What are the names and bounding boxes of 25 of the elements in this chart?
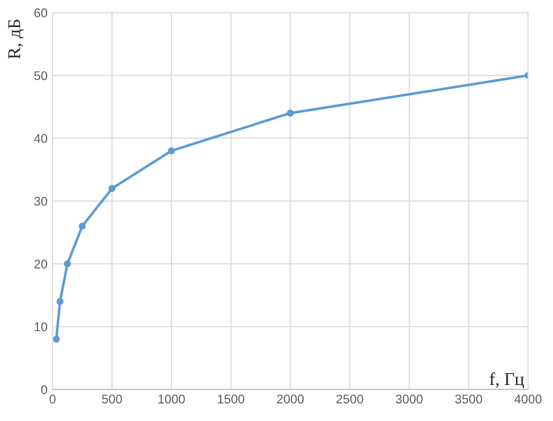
point xyxy=(108,184,116,192)
x-tick-label: 1000 xyxy=(158,394,185,404)
point xyxy=(286,110,294,117)
point xyxy=(64,260,71,268)
x-tick-label: 3000 xyxy=(396,394,423,404)
point xyxy=(168,147,175,154)
x-tick-label: 2000 xyxy=(277,394,304,404)
y-tick-label: 30 xyxy=(34,196,48,206)
x-tick-label: 1500 xyxy=(218,394,244,404)
x-tick-label: 3500 xyxy=(455,394,482,404)
x-tick-label: 2500 xyxy=(336,394,364,404)
point xyxy=(78,222,86,230)
y-tick-label: 40 xyxy=(34,134,48,143)
point xyxy=(52,336,60,343)
y-tick-label: 10 xyxy=(34,322,48,332)
y-tick-label: 0 xyxy=(41,385,48,394)
y-axis-title: R, дБ xyxy=(8,20,24,59)
x-tick-label: 500 xyxy=(102,394,122,404)
x-tick-label: 0 xyxy=(50,394,56,404)
point xyxy=(56,298,64,305)
x-tick-label: 4000 xyxy=(514,394,542,404)
y-tick-label: 20 xyxy=(34,260,48,268)
y-tick-label: 60 xyxy=(34,8,48,18)
x-axis-title: f, Гц xyxy=(490,372,524,388)
y-tick-label: 50 xyxy=(34,71,48,80)
